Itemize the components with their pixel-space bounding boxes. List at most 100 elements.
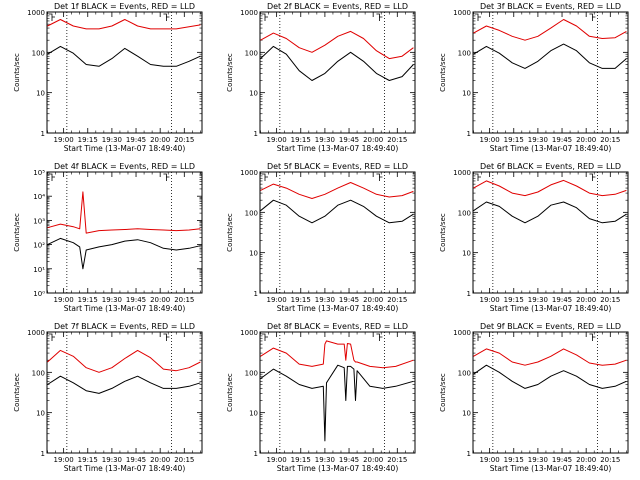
series-line-events: [47, 237, 201, 270]
plot-frame: [259, 11, 416, 134]
panel-det-8f: Det 8f BLACK = Events, RED = LLD 1 10 100 10…: [226, 322, 416, 473]
y-tick-label: 1000: [240, 169, 258, 177]
y-tick-label: 1000: [240, 329, 258, 337]
y-axis-label: Counts/sec: [226, 373, 234, 412]
y-tick-label: 10: [462, 410, 471, 418]
y-tick-label: 10: [462, 90, 471, 98]
x-tick-label: 19:45: [339, 456, 359, 464]
interval-bracket-mark: [163, 13, 170, 21]
panel-det-1f: Det 1f BLACK = Events, RED = LLD 1 10 100 10…: [13, 2, 203, 153]
x-tick-label: 20:00: [576, 296, 596, 304]
series-line-lld: [260, 340, 414, 369]
y-tick-label: 10⁵: [33, 169, 45, 177]
y-tick-label: 1000: [453, 169, 471, 177]
interval-bracket-mark: [589, 333, 596, 341]
plot-frame: [46, 11, 203, 134]
x-tick-label: 20:15: [387, 456, 407, 464]
interval-bracket-mark: [589, 13, 596, 21]
y-tick-label: 10¹: [33, 266, 45, 274]
interval-bracket-mark: [376, 173, 383, 181]
x-tick-label: 19:15: [78, 296, 98, 304]
x-tick-label: 19:00: [480, 296, 500, 304]
series-line-events: [47, 45, 201, 67]
y-tick-label: 10: [36, 90, 45, 98]
interval-bracket-mark: [475, 333, 481, 341]
y-axis-label: Counts/sec: [226, 53, 234, 92]
y-tick-label: 1: [467, 290, 471, 298]
x-tick-label: 19:00: [54, 456, 74, 464]
x-tick-label: 19:45: [126, 136, 146, 144]
x-axis-label: Start Time (13-Mar-07 18:49:40): [64, 304, 186, 313]
x-tick-label: 19:30: [528, 456, 548, 464]
x-tick-label: 19:00: [480, 456, 500, 464]
x-tick-label: 19:00: [54, 136, 74, 144]
interval-bracket-mark: [262, 13, 268, 21]
x-tick-label: 19:30: [315, 456, 335, 464]
panel-det-2f: Det 2f BLACK = Events, RED = LLD 1 10 100 10…: [226, 2, 416, 153]
x-tick-label: 19:15: [504, 456, 524, 464]
panel-title: Det 7f BLACK = Events, RED = LLD: [54, 322, 195, 331]
y-axis-label: Counts/sec: [226, 213, 234, 252]
series-line-events: [47, 375, 201, 394]
plot-frame: [472, 331, 629, 454]
x-tick-label: 20:15: [600, 456, 620, 464]
series-line-lld: [473, 19, 627, 41]
panel-title: Det 1f BLACK = Events, RED = LLD: [54, 2, 195, 11]
x-tick-label: 19:15: [78, 136, 98, 144]
series-line-lld: [260, 182, 414, 199]
x-tick-label: 20:15: [387, 136, 407, 144]
y-tick-label: 100: [458, 49, 471, 57]
x-tick-label: 19:45: [339, 136, 359, 144]
y-tick-label: 1000: [240, 9, 258, 17]
x-tick-label: 19:45: [339, 296, 359, 304]
x-tick-label: 19:30: [102, 136, 122, 144]
series-line-events: [473, 43, 627, 69]
series-line-lld: [260, 30, 414, 60]
x-axis-label: Start Time (13-Mar-07 18:49:40): [490, 304, 612, 313]
panel-det-3f: Det 3f BLACK = Events, RED = LLD 1 10 100 10…: [439, 2, 629, 153]
y-tick-label: 10: [36, 410, 45, 418]
x-tick-label: 19:45: [126, 456, 146, 464]
y-axis-label: Counts/sec: [13, 373, 21, 412]
interval-bracket-mark: [376, 13, 383, 21]
x-tick-label: 19:15: [291, 136, 311, 144]
interval-bracket-mark: [589, 173, 596, 181]
y-tick-label: 100: [458, 369, 471, 377]
interval-bracket-mark: [163, 333, 170, 341]
x-axis-label: Start Time (13-Mar-07 18:49:40): [64, 464, 186, 473]
panel-title: Det 4f BLACK = Events, RED = LLD: [54, 162, 195, 171]
interval-bracket-mark: [49, 333, 55, 341]
interval-bracket-mark: [49, 173, 55, 181]
x-tick-label: 19:30: [315, 296, 335, 304]
x-tick-label: 19:00: [267, 296, 287, 304]
panel-det-5f: Det 5f BLACK = Events, RED = LLD 1 10 100 10…: [226, 162, 416, 313]
x-tick-label: 20:00: [576, 136, 596, 144]
y-axis-label: Counts/sec: [13, 213, 21, 252]
y-tick-label: 10: [249, 90, 258, 98]
y-tick-label: 100: [245, 49, 258, 57]
series-line-events: [260, 45, 414, 81]
x-tick-label: 19:30: [315, 136, 335, 144]
panel-title: Det 2f BLACK = Events, RED = LLD: [267, 2, 408, 11]
x-tick-label: 20:15: [174, 296, 194, 304]
y-tick-label: 1: [254, 290, 258, 298]
y-tick-label: 1: [467, 450, 471, 458]
x-tick-label: 20:15: [174, 136, 194, 144]
y-axis-label: Counts/sec: [439, 53, 447, 92]
y-tick-label: 100: [32, 369, 45, 377]
x-tick-label: 20:15: [600, 136, 620, 144]
y-tick-label: 10: [462, 250, 471, 258]
y-tick-label: 100: [245, 369, 258, 377]
y-axis-label: Counts/sec: [439, 373, 447, 412]
plot-frame: [46, 171, 203, 294]
x-tick-label: 20:00: [363, 456, 383, 464]
plot-frame: [259, 331, 416, 454]
y-tick-label: 10³: [33, 217, 45, 225]
x-axis-label: Start Time (13-Mar-07 18:49:40): [490, 144, 612, 153]
x-tick-label: 19:45: [552, 136, 572, 144]
series-line-events: [260, 364, 414, 442]
panel-det-6f: Det 6f BLACK = Events, RED = LLD 1 10 100 10…: [439, 162, 629, 313]
x-tick-label: 19:45: [126, 296, 146, 304]
x-tick-label: 19:00: [267, 456, 287, 464]
